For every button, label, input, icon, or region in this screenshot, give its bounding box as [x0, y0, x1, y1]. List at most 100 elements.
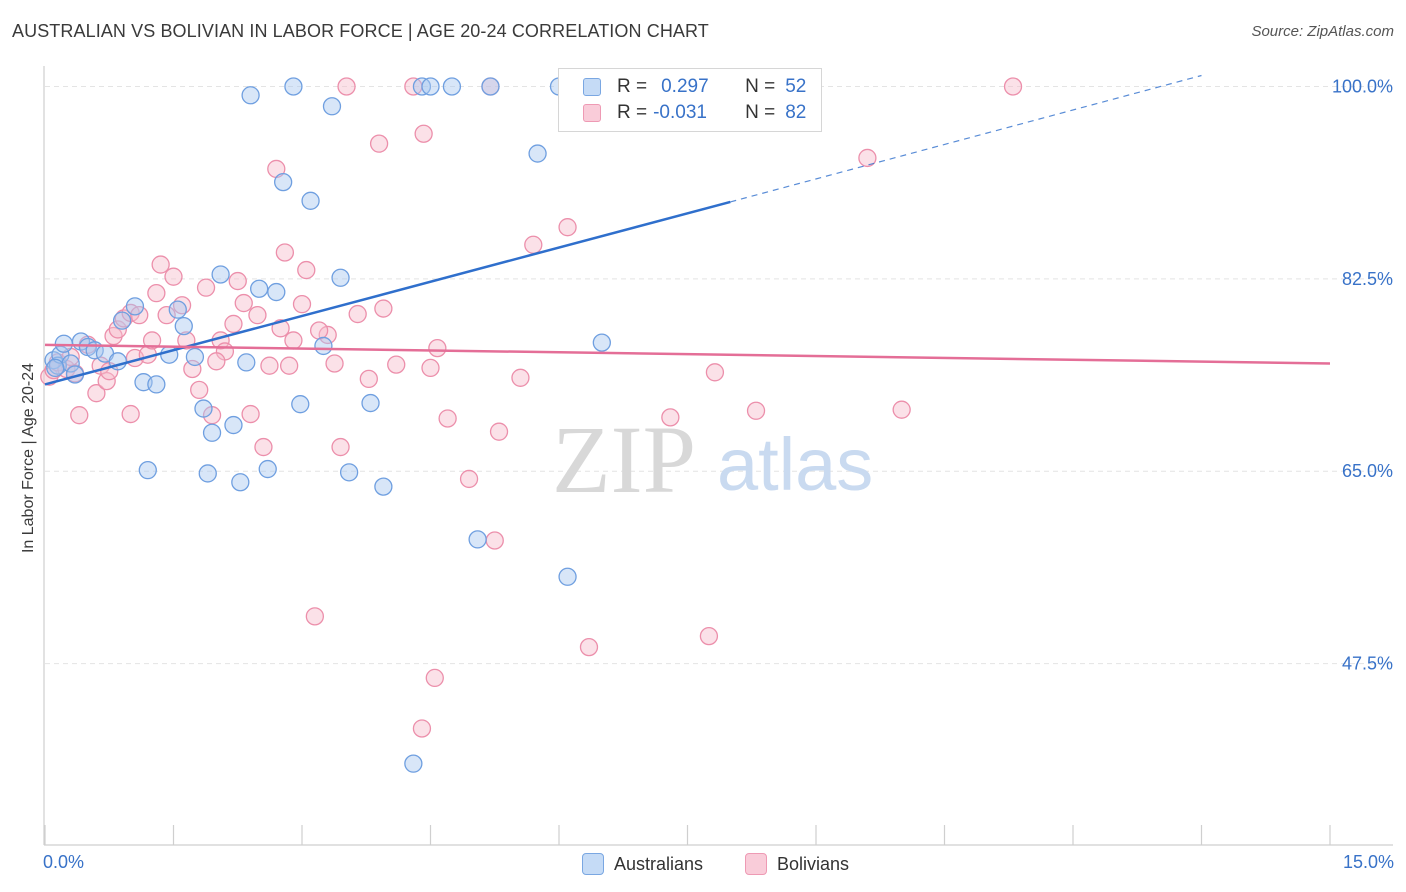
australian-point: [174, 316, 193, 336]
correlation-legend: R = 0.297 N = 52 R = -0.031 N = 82: [558, 68, 822, 132]
bolivian-point: [151, 255, 170, 274]
chart-title: AUSTRALIAN VS BOLIVIAN IN LABOR FORCE | …: [12, 21, 709, 41]
australian-point: [592, 333, 611, 352]
bolivian-point: [309, 321, 329, 340]
bolivian-point: [705, 363, 725, 382]
bolivian-point: [425, 668, 444, 688]
bolivian-point: [369, 134, 389, 153]
bolivian-point: [1003, 77, 1023, 96]
bolivian-point: [414, 124, 433, 143]
bolivian-point: [558, 218, 577, 237]
y-tick-label: 47.5%: [1342, 654, 1393, 674]
bolivian-point: [254, 437, 273, 457]
australian-point: [46, 358, 65, 378]
bolivian-point: [70, 406, 89, 425]
bolivian-point: [121, 404, 140, 424]
australian-point: [558, 567, 577, 586]
x-tick-min: 0.0%: [43, 852, 85, 872]
bolivian-point: [892, 400, 911, 419]
bolivian-point: [489, 422, 509, 441]
bottom-legend-australians: Australians: [582, 851, 703, 877]
bolivians-legend-swatch: [745, 853, 767, 875]
bolivians-r-value: -0.031: [653, 102, 707, 123]
bolivian-point: [746, 401, 766, 420]
australian-point: [528, 144, 547, 163]
australian-point: [138, 460, 157, 480]
australian-point: [185, 347, 205, 367]
axes: [43, 66, 1393, 846]
australian-point: [198, 464, 217, 483]
bolivian-point: [190, 380, 209, 400]
australian-point: [374, 477, 393, 496]
bolivian-point: [305, 607, 325, 626]
bolivians-swatch: [583, 104, 601, 122]
australian-point: [284, 77, 303, 96]
australian-point: [322, 97, 342, 116]
australian-point: [211, 265, 230, 284]
bolivian-point: [196, 278, 216, 297]
australian-point: [331, 268, 350, 287]
australian-point: [241, 86, 260, 105]
bolivian-point: [297, 260, 316, 280]
australian-point: [301, 191, 320, 210]
bolivian-point: [228, 271, 247, 291]
bolivians-n-value: 82: [785, 102, 807, 123]
australians-legend-label: Australians: [614, 853, 704, 874]
bolivian-point: [438, 409, 457, 428]
bolivian-point: [331, 437, 350, 457]
legend-row-bolivians: R = -0.031 N = 82: [583, 100, 806, 126]
australian-point: [168, 300, 187, 319]
australians-r-value: 0.297: [661, 76, 709, 97]
australian-point: [147, 375, 166, 394]
australian-point: [194, 399, 213, 418]
bolivian-point: [459, 469, 479, 489]
australian-point: [404, 754, 423, 773]
australian-point: [112, 311, 132, 330]
australian-point: [291, 395, 310, 414]
watermark-zip: ZIP: [552, 406, 696, 513]
bolivian-point: [241, 404, 260, 424]
australian-point: [339, 463, 359, 482]
bolivian-point: [279, 356, 299, 375]
source-label: Source: ZipAtlas.com: [1251, 23, 1394, 40]
watermark: ZIP atlas: [552, 406, 873, 513]
r-label: R =: [617, 102, 648, 123]
bolivian-point: [485, 531, 504, 550]
bolivian-point: [157, 305, 176, 325]
bolivian-point: [858, 148, 877, 168]
bolivian-point: [147, 284, 166, 303]
australian-point: [361, 393, 380, 413]
australian-point: [442, 77, 462, 96]
bolivian-point: [248, 305, 267, 325]
australian-point: [274, 172, 293, 192]
australians-trend-extension: [730, 74, 1202, 203]
australian-point: [314, 336, 333, 356]
bolivian-point: [374, 299, 393, 318]
australians-n-value: 52: [785, 76, 807, 97]
australian-point: [202, 423, 222, 442]
bolivian-point: [234, 293, 253, 313]
bolivian-point: [359, 369, 378, 389]
bolivian-point: [579, 637, 599, 657]
y-tick-label: 100.0%: [1332, 76, 1393, 96]
bolivian-point: [284, 331, 303, 350]
bolivian-point: [387, 355, 406, 374]
bolivian-point: [412, 719, 432, 738]
australians-trend-line: [44, 200, 731, 386]
bolivian-point: [142, 331, 162, 350]
bolivian-point: [275, 243, 295, 262]
bolivians-legend-label: Bolivians: [777, 853, 850, 874]
bolivian-point: [87, 384, 106, 403]
bolivian-point: [318, 325, 337, 345]
y-tick-labels: 47.5% 65.0% 82.5% 100.0%: [1332, 76, 1393, 673]
bolivian-point: [428, 338, 447, 358]
bolivians-points: [40, 77, 1023, 738]
australians-points: [44, 77, 611, 773]
bolivian-point: [699, 626, 719, 646]
bolivian-point: [524, 235, 543, 254]
n-label: N =: [745, 76, 776, 97]
australian-point: [421, 77, 440, 96]
y-tick-label: 82.5%: [1342, 269, 1393, 289]
australian-point: [481, 77, 500, 96]
